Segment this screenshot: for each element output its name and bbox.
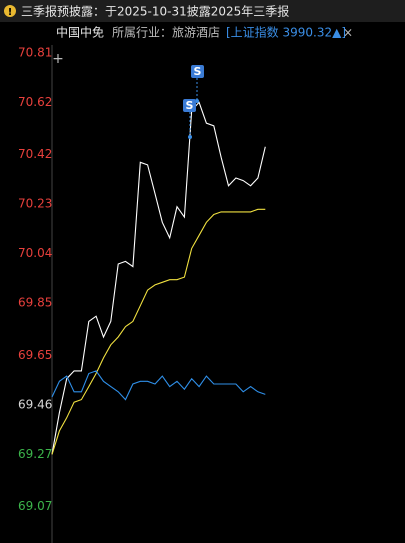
signal-label: S	[194, 65, 202, 78]
price-line	[51, 101, 266, 455]
y-tick-label: 70.23	[18, 197, 52, 211]
plot: 70.81 70.62 70.42 70.23 70.04 69.85 69.65 69.46…	[18, 45, 266, 513]
y-tick-label: 70.42	[18, 147, 52, 161]
price-line	[51, 208, 266, 455]
y-tick-label: 69.85	[18, 296, 52, 310]
y-tick-label: 69.46	[18, 397, 52, 411]
y-tick-label: 70.04	[18, 246, 52, 260]
y-tick-label: 70.62	[18, 95, 52, 109]
industry[interactable]: 所属行业：旅游酒店	[112, 26, 220, 40]
index-info[interactable]: [上证指数 3990.32▲]	[226, 25, 346, 40]
marker-dot	[188, 135, 192, 139]
price-line	[51, 370, 266, 401]
notice-text[interactable]: 三季报预披露：于2025-10-31披露2025年三季报	[21, 4, 289, 19]
y-tick-label: 69.07	[18, 499, 52, 513]
notice-bar	[0, 0, 405, 22]
signal-marker[interactable]	[183, 99, 196, 112]
y-tick-label: 69.65	[18, 348, 52, 362]
notice-icon	[4, 5, 16, 17]
close-button[interactable]: ×	[343, 26, 353, 40]
stock-name: 中国中免	[56, 25, 104, 40]
y-tick-label: 69.27	[18, 447, 52, 461]
crosshair-icon[interactable]: +	[52, 51, 64, 67]
signal-label: S	[186, 99, 194, 112]
notice-icon-mark: !	[8, 7, 13, 18]
signal-marker[interactable]	[191, 65, 204, 78]
y-tick-label: 70.81	[18, 45, 52, 59]
